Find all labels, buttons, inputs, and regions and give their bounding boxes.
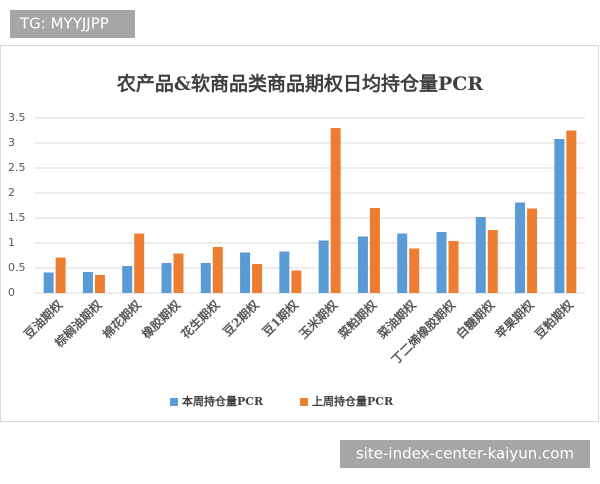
bar <box>515 202 526 293</box>
bar <box>173 253 184 293</box>
bar <box>252 264 263 293</box>
bar <box>566 130 577 293</box>
chart-title: 农产品&软商品类商品期权日均持仓量PCR <box>116 72 484 95</box>
bar <box>212 247 223 293</box>
bar <box>448 241 459 293</box>
chart-frame <box>0 45 599 422</box>
bar <box>397 233 408 293</box>
y-tick-label: 0 <box>8 286 15 299</box>
bar <box>318 240 329 293</box>
bar <box>527 208 538 293</box>
bar <box>369 208 380 293</box>
y-tick-label: 3 <box>8 136 15 149</box>
bar <box>240 252 251 293</box>
bar <box>279 251 290 293</box>
bar <box>94 275 105 293</box>
bar <box>357 236 368 293</box>
bar <box>82 272 93 293</box>
bar <box>55 257 66 293</box>
legend-swatch <box>170 398 178 406</box>
watermark-box <box>340 440 590 468</box>
bar <box>330 128 341 293</box>
legend-label: 本周持仓量PCR <box>182 394 264 408</box>
watermark-box <box>10 10 135 38</box>
bar <box>487 230 498 293</box>
legend-swatch <box>300 398 308 406</box>
y-tick-label: 2 <box>8 186 15 199</box>
watermark: site-index-center-kaiyun.com <box>356 445 574 463</box>
legend-label: 上周持仓量PCR <box>312 394 394 408</box>
y-tick-label: 1.5 <box>8 211 26 224</box>
bar <box>409 248 420 293</box>
y-tick-label: 3.5 <box>8 111 26 124</box>
bar <box>161 263 172 293</box>
bar <box>436 232 447 293</box>
y-tick-label: 1 <box>8 236 15 249</box>
y-tick-label: 2.5 <box>8 161 26 174</box>
bar <box>554 139 565 293</box>
bar <box>475 217 486 293</box>
bar <box>43 272 54 293</box>
bar <box>200 263 211 293</box>
watermark: TG: MYYJJPP <box>19 15 109 33</box>
bar <box>291 270 302 293</box>
bar <box>122 266 133 293</box>
bar <box>134 233 145 293</box>
y-tick-label: 0.5 <box>8 261 26 274</box>
